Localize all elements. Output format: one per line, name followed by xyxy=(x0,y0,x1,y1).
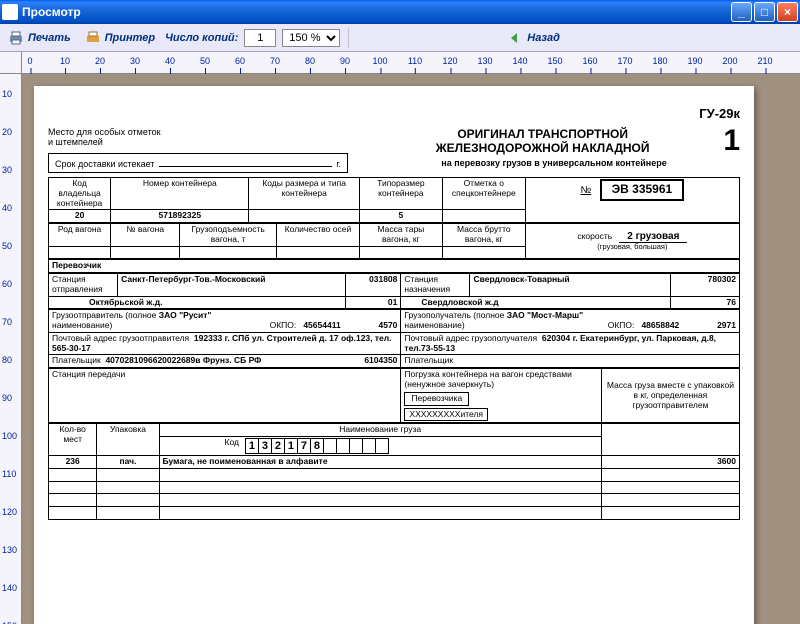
doc-title-1: ОРИГИНАЛ ТРАНСПОРТНОЙ xyxy=(368,127,740,141)
printer-icon xyxy=(8,30,24,46)
print-label: Печать xyxy=(28,32,71,44)
ruler-vertical: 102030405060708090100110120130140150 xyxy=(0,74,22,624)
close-button[interactable]: × xyxy=(777,2,798,22)
transfer-table: Станция передачи Погрузка контейнера на … xyxy=(48,368,740,423)
doc-title-2: ЖЕЛЕЗНОДОРОЖНОЙ НАКЛАДНОЙ xyxy=(368,141,740,155)
cargo-code-digits: 132178 xyxy=(245,438,598,454)
back-label: Назад xyxy=(527,32,560,44)
back-icon xyxy=(507,30,523,46)
ruler-corner xyxy=(0,52,22,74)
parties-table: Грузоотправитель (полное ЗАО "Русит" наи… xyxy=(48,309,740,368)
form-code: ГУ-29к xyxy=(48,106,740,121)
back-button[interactable]: Назад xyxy=(503,28,564,48)
printer-button[interactable]: Принтер xyxy=(81,28,159,48)
maximize-button[interactable]: □ xyxy=(754,2,775,22)
page-area[interactable]: ГУ-29к Место для особых отметок и штемпе… xyxy=(22,74,800,624)
app-icon xyxy=(2,4,18,20)
container-table: Код владельца контейнера Номер контейнер… xyxy=(48,177,740,223)
printer-label: Принтер xyxy=(105,32,155,44)
minimize-button[interactable]: _ xyxy=(731,2,752,22)
toolbar: Печать Принтер Число копий: 150 % Назад xyxy=(0,24,800,52)
print-button[interactable]: Печать xyxy=(4,28,75,48)
zoom-select[interactable]: 150 % xyxy=(282,29,340,47)
carrier-table: Перевозчик xyxy=(48,259,740,273)
window-title: Просмотр xyxy=(22,5,731,19)
doc-subtitle: на перевозку грузов в универсальном конт… xyxy=(368,158,740,168)
copies-input[interactable] xyxy=(244,29,276,47)
deadline-label: Срок доставки истекает xyxy=(55,159,155,169)
titlebar: Просмотр _ □ × xyxy=(0,0,800,24)
doc-big-num: 1 xyxy=(723,127,740,154)
deadline-box: Срок доставки истекает г. xyxy=(48,153,348,173)
stamps-label: Место для особых отметок и штемпелей xyxy=(48,127,348,147)
ruler-horizontal: 0102030405060708090100110120130140150160… xyxy=(22,52,800,74)
doc-number: ЭВ 335961 xyxy=(600,179,685,201)
cargo-table: Кол-во мест Упаковка Наименование груза … xyxy=(48,423,740,520)
wagon-table: Род вагона № вагона Грузоподъемность ваг… xyxy=(48,223,740,259)
workspace: 0102030405060708090100110120130140150160… xyxy=(0,52,800,624)
toolbar-separator xyxy=(348,28,349,48)
stations-table: Станция отправления Санкт-Петербург-Тов.… xyxy=(48,273,740,309)
deadline-suffix: г. xyxy=(336,159,341,169)
copies-label: Число копий: xyxy=(165,32,238,44)
printer-settings-icon xyxy=(85,30,101,46)
document-page: ГУ-29к Место для особых отметок и штемпе… xyxy=(34,86,754,624)
